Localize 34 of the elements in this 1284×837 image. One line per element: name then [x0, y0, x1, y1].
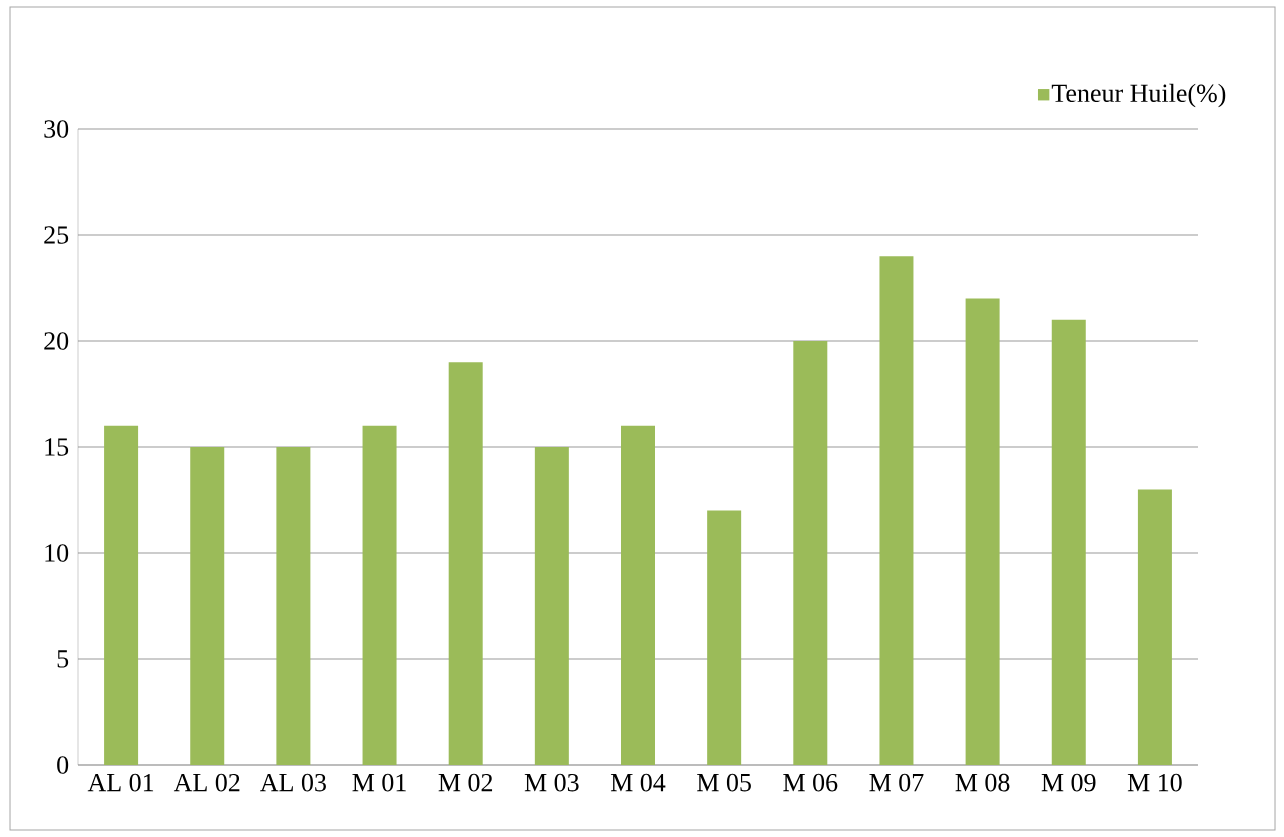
bar [965, 298, 1000, 765]
x-tick-label: AL 01 [87, 773, 154, 792]
bar [448, 362, 483, 765]
y-tick-label: 25 [44, 226, 69, 244]
bar [1137, 489, 1172, 765]
bar [362, 425, 397, 765]
bar [104, 425, 139, 765]
x-tick-label: M 04 [610, 773, 666, 792]
x-tick-label: M 07 [869, 773, 924, 792]
x-tick-label: M 06 [783, 773, 838, 792]
bar [534, 446, 569, 765]
x-tick-label: M 08 [955, 773, 1010, 792]
x-tick-label: M 03 [524, 773, 579, 792]
legend-label: Teneur Huile(%) [1051, 83, 1226, 108]
bar [707, 510, 742, 765]
x-tick-label: AL 03 [260, 773, 326, 792]
x-tick-label: M 01 [352, 773, 406, 792]
y-tick-label: 0 [57, 756, 69, 774]
y-tick-label: 15 [45, 438, 69, 456]
y-tick-label: 20 [44, 332, 69, 350]
bar [1051, 319, 1086, 765]
x-tick-label: M 05 [697, 773, 751, 792]
y-tick-label: 10 [45, 544, 69, 562]
bar [276, 446, 311, 765]
y-tick-label: 5 [57, 650, 69, 668]
x-tick-label: M 10 [1127, 773, 1182, 792]
bar [879, 256, 914, 765]
bar [793, 340, 828, 765]
x-tick-label: AL 02 [173, 773, 240, 792]
x-tick-label: M 02 [438, 773, 493, 792]
y-tick-label: 30 [44, 120, 69, 138]
bar [190, 446, 225, 765]
x-tick-label: M 09 [1041, 773, 1096, 792]
bar [621, 425, 655, 765]
